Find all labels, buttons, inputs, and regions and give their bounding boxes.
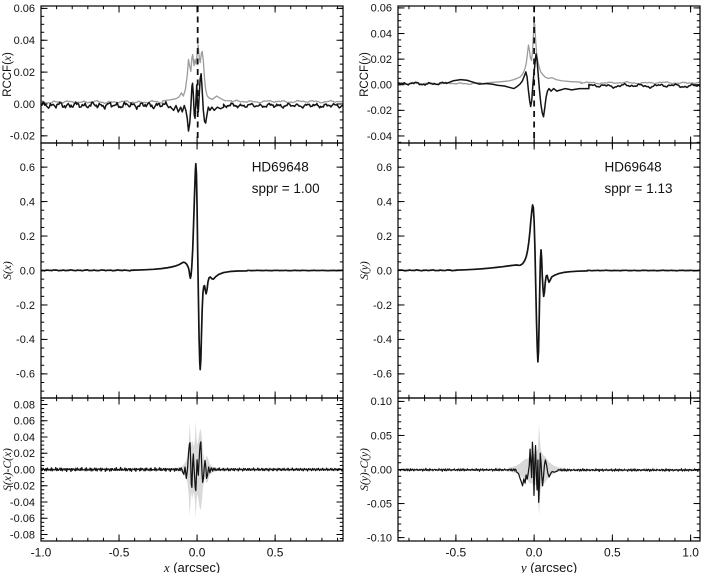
curve-sx-cx-black <box>41 441 343 492</box>
y-tick-label: -0.4 <box>373 334 392 346</box>
y-tick-label: -0.02 <box>367 105 392 117</box>
ticks-sx-cx <box>40 398 343 541</box>
y-tick-label: 0.00 <box>371 464 392 476</box>
y-tick-label: 0.2 <box>20 231 35 243</box>
y-tick-label: -0.2 <box>373 300 392 312</box>
axes-frame-rccf-y <box>397 5 701 144</box>
y-tick-label: -0.10 <box>367 532 392 544</box>
y-tick-label: 0.02 <box>371 54 392 66</box>
x-tick-label: -1.0 <box>31 546 52 560</box>
y-tick-label: 0.06 <box>14 3 35 15</box>
y-axis-title-rccf-x: RCCF(x) <box>2 52 14 97</box>
curve-s-y-black <box>398 204 700 363</box>
curve-rccf-x-black <box>41 72 343 132</box>
x-axis-title-sy-cy: y (arcsec) <box>519 560 577 573</box>
x-tick-label: -0.5 <box>446 546 467 560</box>
y-tick-label: 0.4 <box>377 196 392 208</box>
y-tick-label: -0.2 <box>16 300 35 312</box>
y-tick-label: -0.6 <box>16 369 35 381</box>
y-tick-label: 0.02 <box>14 448 35 460</box>
y-tick-label: 0.6 <box>20 162 35 174</box>
y-axis-title-s-x: S(x) <box>2 261 14 280</box>
y-tick-label: -0.04 <box>10 497 35 509</box>
panel-sy-cy: -0.10 -0.05 0.00 0.05 0.10 -0.5 0.0 0.5 1.0 S(y)-… <box>359 396 701 573</box>
x-tick-label: 0.0 <box>526 546 543 560</box>
y-tick-label: 0.0 <box>20 265 35 277</box>
curve-rccf-y-black <box>398 53 700 118</box>
y-tick-label: 0.4 <box>20 196 35 208</box>
y-tick-label: -0.06 <box>10 513 35 525</box>
panel-sx-cx: -0.08 -0.06 -0.04 -0.02 0.00 0.02 0.04 0.06 0.08… <box>2 397 344 573</box>
y-tick-label: -0.08 <box>10 529 35 541</box>
panel-s-y: -0.6 -0.4 -0.2 0.0 0.2 0.4 0.6 S(y) HD69648 sppr … <box>359 142 701 399</box>
y-tick-label: 0.00 <box>371 80 392 92</box>
x-axis-title-sx-cx: x (arcsec) <box>163 560 220 573</box>
y-tick-label: 0.06 <box>14 416 35 428</box>
y-tick-label: 0.04 <box>14 432 35 444</box>
annotation-s-y-1: sppr = 1.13 <box>605 181 673 196</box>
curve-rccf-y-gray <box>398 20 700 86</box>
y-tick-label: 0.6 <box>377 162 392 174</box>
y-tick-label: 0.04 <box>371 28 392 40</box>
y-axis-title-s-y: S(y) <box>359 261 371 280</box>
y-axis-title-rccf-y: RCCF(y) <box>359 52 371 97</box>
annotation-s-x-0: HD69648 <box>252 160 309 175</box>
y-tick-label: 0.00 <box>14 464 35 476</box>
panel-rccf-y: -0.04 -0.02 0.00 0.02 0.04 0.06 RCCF(y) <box>359 3 701 144</box>
ticks-rccf-y <box>398 6 700 143</box>
y-tick-label: -0.05 <box>367 498 392 510</box>
ticks-s-y <box>398 143 700 398</box>
y-axis-title-sx-cx: S(x)-C(x) <box>2 448 14 491</box>
uncertainty-band-sx-cx <box>176 420 223 519</box>
y-tick-label: 0.08 <box>14 399 35 411</box>
y-tick-label: 0.0 <box>377 265 392 277</box>
y-tick-label: 0.2 <box>377 231 392 243</box>
curve-rccf-x-gray <box>41 44 343 105</box>
annotation-s-y-0: HD69648 <box>605 160 662 175</box>
panel-rccf-x: -0.02 0.00 0.02 0.04 0.06 RCCF(x) <box>2 3 344 144</box>
y-tick-label: -0.02 <box>10 131 35 143</box>
y-tick-label: 0.00 <box>14 99 35 111</box>
annotation-s-x-1: sppr = 1.00 <box>252 181 320 196</box>
panel-s-x: -0.6 -0.4 -0.2 0.0 0.2 0.4 0.6 S(x) HD69648 sppr … <box>2 142 344 399</box>
curve-s-x-black <box>41 162 343 371</box>
y-tick-label: 0.05 <box>371 430 392 442</box>
y-tick-label: 0.04 <box>14 35 35 47</box>
x-tick-label: 1.0 <box>682 546 699 560</box>
y-tick-label: -0.02 <box>10 481 35 493</box>
curve-sy-cy-black <box>398 441 700 503</box>
ticks-rccf-x <box>40 6 343 143</box>
y-tick-label: 0.06 <box>371 3 392 15</box>
ticks-sy-cy <box>398 398 700 541</box>
y-tick-label: 0.10 <box>371 396 392 408</box>
x-tick-label: 0.5 <box>604 546 621 560</box>
y-tick-label: -0.6 <box>373 369 392 381</box>
x-tick-label: 0.0 <box>189 546 206 560</box>
y-axis-title-sy-cy: S(y)-C(y) <box>359 448 371 491</box>
axes-frame-rccf-x <box>40 5 344 144</box>
x-tick-label: -0.5 <box>109 546 130 560</box>
y-tick-label: -0.04 <box>367 131 392 143</box>
x-tick-label: 0.5 <box>267 546 284 560</box>
ticks-s-x <box>40 143 343 398</box>
y-tick-label: -0.4 <box>16 334 35 346</box>
y-tick-label: 0.02 <box>14 67 35 79</box>
